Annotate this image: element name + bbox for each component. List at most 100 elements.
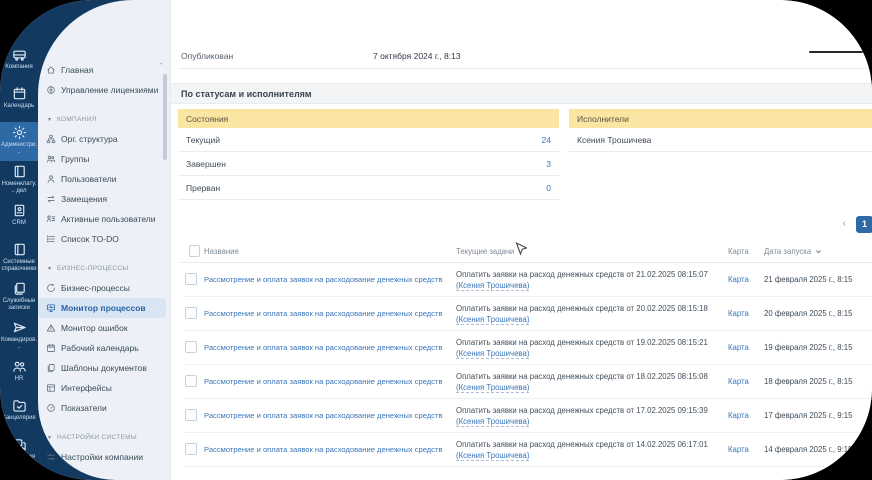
row-checkbox[interactable] bbox=[184, 374, 200, 389]
sliders-icon bbox=[46, 452, 56, 462]
sidebar-scroll-up-icon[interactable]: ⌃ bbox=[158, 63, 164, 70]
sidebar-section-компания[interactable]: ▼ КОМПАНИЯ bbox=[38, 100, 170, 129]
metrics-icon bbox=[46, 403, 56, 413]
row-checkbox[interactable] bbox=[184, 408, 200, 423]
process-name-link[interactable]: Рассмотрение и оплата заявок на расходов… bbox=[204, 445, 443, 454]
assignee-link[interactable]: (Ксения Трошичева) bbox=[456, 416, 530, 427]
column-header-tasks[interactable]: Текущие задачи bbox=[456, 246, 515, 256]
process-name-link[interactable]: Рассмотрение и оплата заявок на расходов… bbox=[204, 377, 443, 386]
map-link[interactable]: Карта bbox=[728, 411, 749, 420]
start-date: 19 февраля 2025 г., 8:15 bbox=[764, 343, 853, 352]
assignee-link[interactable]: (Ксения Трошичева) bbox=[456, 280, 530, 291]
org-icon bbox=[46, 134, 56, 144]
sidebar-item-label: Бизнес-процессы bbox=[61, 283, 130, 293]
column-header-name[interactable]: Название bbox=[204, 246, 239, 256]
start-date: 21 февраля 2025 г., 8:15 bbox=[764, 275, 853, 284]
row-checkbox[interactable] bbox=[184, 272, 200, 287]
row-checkbox[interactable] bbox=[184, 442, 200, 457]
sidebar-item-настройки-компании[interactable]: Настройки компании bbox=[38, 447, 166, 467]
rail-item-календарь[interactable]: Календарь bbox=[0, 83, 38, 122]
sidebar-item-главная[interactable]: Главная bbox=[38, 60, 166, 80]
map-link[interactable]: Карта bbox=[728, 309, 749, 318]
chevron-down-icon[interactable] bbox=[815, 248, 822, 255]
state-count[interactable]: 3 bbox=[546, 158, 551, 169]
sidebar-item-показатели[interactable]: Показатели bbox=[38, 398, 166, 418]
rail-item-label: Совещания bbox=[2, 454, 36, 460]
sidebar-item-label: Главная bbox=[61, 65, 94, 75]
sidebar-item-монитор-ошибок[interactable]: Монитор ошибок bbox=[38, 318, 166, 338]
section-title: По статусам и исполнителям bbox=[181, 88, 312, 99]
checkbox[interactable] bbox=[185, 340, 197, 353]
sidebar-item-label: Шаблоны документов bbox=[61, 363, 147, 373]
sidebar-item-замещения[interactable]: Замещения bbox=[38, 189, 166, 209]
sidebar-scrollbar[interactable] bbox=[163, 74, 167, 160]
process-name-link[interactable]: Рассмотрение и оплата заявок на расходов… bbox=[204, 309, 443, 318]
rail-item-номенклату-дел[interactable]: Номенклату... дел bbox=[0, 161, 38, 200]
rail-item-label: Календарь bbox=[3, 103, 35, 109]
process-name-link[interactable]: Рассмотрение и оплата заявок на расходов… bbox=[204, 275, 443, 284]
sidebar-section-бизнес-процессы[interactable]: ▼ БИЗНЕС-ПРОЦЕССЫ bbox=[38, 249, 170, 278]
process-name-link[interactable]: Рассмотрение и оплата заявок на расходов… bbox=[204, 411, 443, 420]
pagination-page-1[interactable]: 1 bbox=[856, 215, 872, 233]
map-link[interactable]: Карта bbox=[728, 275, 749, 284]
sidebar-item-label: Список TO-DO bbox=[61, 234, 119, 244]
rail-item-компания[interactable]: Компания bbox=[0, 44, 38, 83]
sidebar-item-интерфейсы[interactable]: Интерфейсы bbox=[38, 378, 166, 398]
sidebar-item-группы[interactable]: Группы bbox=[38, 149, 166, 169]
sidebar-item-рабочий-календарь[interactable]: Рабочий календарь bbox=[38, 338, 166, 358]
state-row-прерван: Прерван 0 bbox=[178, 176, 559, 200]
assignee-link[interactable]: (Ксения Трошичева) bbox=[456, 348, 530, 359]
rail-item-crm[interactable]: CRM bbox=[0, 200, 38, 239]
published-row: Опубликован 7 октября 2024 г., 8:13 bbox=[181, 44, 863, 68]
checkbox[interactable] bbox=[185, 306, 197, 319]
checkbox[interactable] bbox=[185, 408, 197, 421]
sidebar-item-пользователи[interactable]: Пользователи bbox=[38, 169, 166, 189]
published-value: 7 октября 2024 г., 8:13 bbox=[373, 51, 461, 61]
sidebar-item-активные-пользователи[interactable]: Активные пользователи bbox=[38, 209, 166, 229]
assignee-link[interactable]: (Ксения Трошичева) bbox=[456, 314, 530, 325]
sidebar-item-label: Управление лицензиями bbox=[61, 85, 159, 95]
checkbox[interactable] bbox=[185, 374, 197, 387]
rail-item-hr[interactable]: HR bbox=[0, 356, 38, 395]
rail-item-euro[interactable]: € bbox=[0, 473, 38, 480]
sidebar-item-список-to-do[interactable]: Список TO-DO bbox=[38, 229, 166, 249]
select-all-checkbox[interactable] bbox=[184, 245, 200, 257]
rail-item-служебные-записки[interactable]: Служебные записки bbox=[0, 278, 38, 317]
column-header-map[interactable]: Карта bbox=[728, 246, 749, 256]
rail-item-администри[interactable]: Администри... bbox=[0, 122, 38, 161]
sidebar-section-настройки-системы[interactable]: ▼ НАСТРОЙКИ СИСТЕМЫ bbox=[38, 418, 170, 447]
rail-item-label: Командиров... bbox=[1, 337, 37, 350]
sidebar-item-управление-лицензиями[interactable]: Управление лицензиями bbox=[38, 80, 166, 100]
folder-check-icon bbox=[12, 398, 27, 413]
map-link[interactable]: Карта bbox=[728, 377, 749, 386]
rail-item-системные-справочники[interactable]: Системные справочники bbox=[0, 239, 38, 278]
sidebar-item-монитор-процессов[interactable]: Монитор процессов bbox=[38, 298, 166, 318]
column-header-date[interactable]: Дата запуска bbox=[760, 247, 872, 256]
process-name-link[interactable]: Рассмотрение и оплата заявок на расходов… bbox=[204, 343, 443, 352]
state-count[interactable]: 24 bbox=[541, 134, 551, 145]
sidebar-item-бизнес-процессы[interactable]: Бизнес-процессы bbox=[38, 278, 166, 298]
sidebar-item-label: Настройки компании bbox=[61, 452, 143, 462]
checkbox[interactable] bbox=[185, 272, 197, 285]
divider bbox=[179, 68, 872, 69]
states-column: Состояния Текущий 24 Завершен 3 Прерван 0 bbox=[178, 109, 559, 200]
process-table: Рассмотрение и оплата заявок на расходов… bbox=[184, 263, 872, 467]
map-link[interactable]: Карта bbox=[728, 445, 749, 454]
rail-item-командиров[interactable]: Командиров... bbox=[0, 317, 38, 356]
map-link[interactable]: Карта bbox=[728, 343, 749, 352]
row-checkbox[interactable] bbox=[184, 306, 200, 321]
sidebar-item-орг-структура[interactable]: Орг. структура bbox=[38, 129, 166, 149]
current-tasks-cell: Оплатить заявки на расход денежных средс… bbox=[452, 269, 724, 291]
assignee-link[interactable]: (Ксения Трошичева) bbox=[456, 450, 530, 461]
current-tasks-cell: Оплатить заявки на расход денежных средс… bbox=[452, 405, 724, 427]
pagination-prev-icon[interactable]: ‹ bbox=[842, 218, 846, 229]
sidebar-menu: Главная Управление лицензиями ▼ КОМПАНИЯ Орг… bbox=[38, 60, 170, 467]
checkbox[interactable] bbox=[185, 442, 197, 455]
row-checkbox[interactable] bbox=[184, 340, 200, 355]
assignee-link[interactable]: (Ксения Трошичева) bbox=[456, 382, 530, 393]
state-count[interactable]: 0 bbox=[546, 182, 551, 193]
rail-item-канцелярия[interactable]: Канцелярия bbox=[0, 395, 38, 434]
rail-item-совещания[interactable]: Совещания bbox=[0, 434, 38, 473]
rail-item-label: Номенклату... дел bbox=[1, 181, 37, 194]
sidebar-item-шаблоны-документов[interactable]: Шаблоны документов bbox=[38, 358, 166, 378]
